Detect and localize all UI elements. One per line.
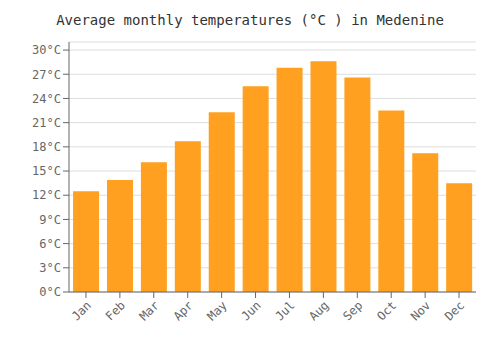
svg-text:18°C: 18°C (32, 140, 61, 154)
svg-text:24°C: 24°C (32, 92, 61, 106)
svg-text:Apr: Apr (171, 298, 196, 323)
svg-text:6°C: 6°C (39, 237, 61, 251)
svg-text:Feb: Feb (103, 298, 128, 323)
svg-text:Dec: Dec (442, 298, 467, 323)
svg-text:Jun: Jun (238, 298, 263, 323)
svg-text:Nov: Nov (408, 298, 433, 323)
svg-text:Oct: Oct (374, 298, 399, 323)
svg-text:21°C: 21°C (32, 116, 61, 130)
svg-text:12°C: 12°C (32, 188, 61, 202)
svg-text:9°C: 9°C (39, 213, 61, 227)
svg-text:Jan: Jan (69, 298, 94, 323)
svg-text:30°C: 30°C (32, 43, 61, 57)
svg-text:27°C: 27°C (32, 68, 61, 82)
svg-text:0°C: 0°C (39, 285, 61, 299)
svg-text:Jul: Jul (272, 298, 297, 323)
html-text:Average monthly temperatures (: Average monthly temperatures (°C ) in Me… (56, 12, 444, 28)
svg-text:Aug: Aug (306, 298, 331, 323)
svg-text:Mar: Mar (137, 298, 162, 323)
svg-text:May: May (205, 298, 230, 323)
svg-text:3°C: 3°C (39, 261, 61, 275)
svg-text:15°C: 15°C (32, 164, 61, 178)
svg-text:Sep: Sep (340, 298, 365, 323)
